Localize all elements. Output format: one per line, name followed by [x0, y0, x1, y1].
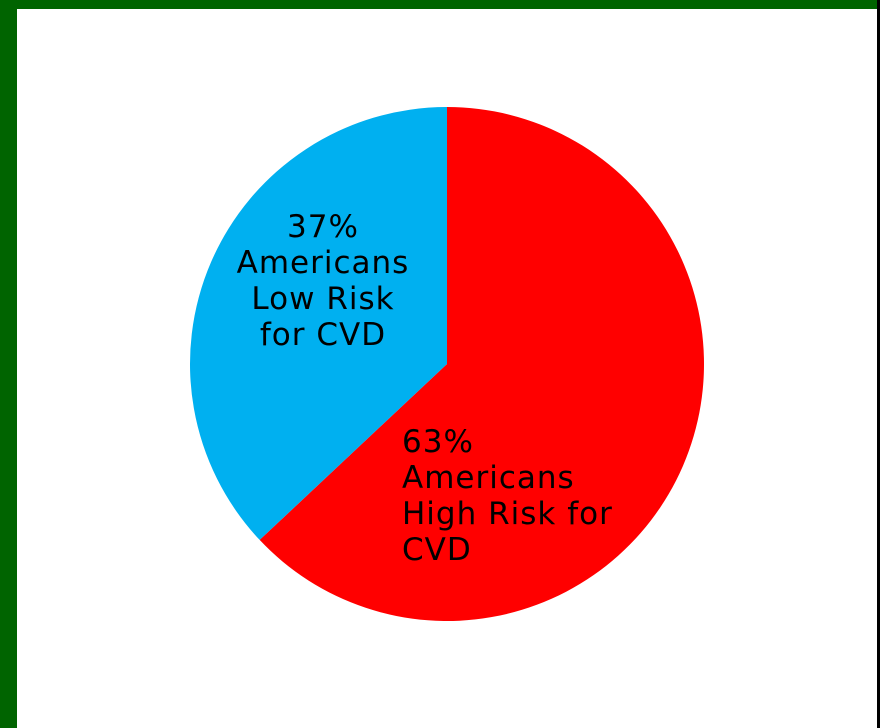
pie-slices: [189, 107, 704, 621]
slice-label-line: CVD: [402, 532, 472, 568]
pie-slice-37: [189, 107, 448, 540]
slice-label-63: 63% Americans High Risk for CVD: [402, 424, 613, 568]
slice-label-line: Low Risk: [251, 281, 394, 317]
slice-label-37: 37% Americans Low Risk for CVD: [237, 209, 410, 353]
pie-slice-63: [259, 107, 704, 621]
slice-label-line: 37%: [287, 209, 359, 245]
slice-label-line: Americans: [402, 460, 575, 496]
slice-label-line: for CVD: [260, 317, 386, 353]
slice-label-line: Americans: [237, 245, 410, 281]
slice-label-line: High Risk for: [402, 496, 613, 532]
slice-label-line: 63%: [402, 424, 474, 460]
